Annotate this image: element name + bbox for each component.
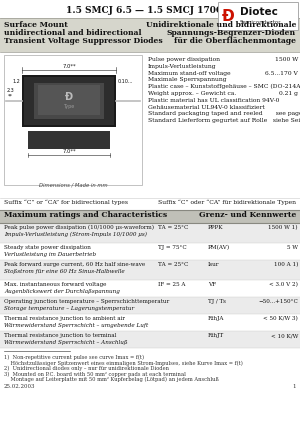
Text: Impuls-Verlustleistung (Strom-Impuls 10/1000 μs): Impuls-Verlustleistung (Strom-Impuls 10/…	[4, 232, 147, 237]
Bar	[38, 85, 100, 115]
Text: 2.3
**: 2.3 **	[6, 88, 14, 99]
Text: Spannungs-Begrenzer-Dioden: Spannungs-Begrenzer-Dioden	[167, 29, 296, 37]
Text: unidirectional and bidirectional: unidirectional and bidirectional	[4, 29, 142, 37]
Text: Verlustleistung im Dauerbetrieb: Verlustleistung im Dauerbetrieb	[4, 252, 96, 257]
Text: Đ: Đ	[65, 92, 73, 102]
Text: 0.21 g: 0.21 g	[279, 91, 298, 96]
Text: Surface Mount: Surface Mount	[4, 21, 68, 29]
Bar	[0, 0, 300, 18]
Bar	[0, 280, 300, 297]
Text: Unidirektionale und bidirektionale: Unidirektionale und bidirektionale	[146, 21, 296, 29]
Text: Peak pulse power dissipation (10/1000 μs-waveform): Peak pulse power dissipation (10/1000 μs…	[4, 225, 154, 230]
Text: Weight approx. – Gewicht ca.: Weight approx. – Gewicht ca.	[148, 91, 236, 96]
Text: Storage temperature – Lagerungstemperatur: Storage temperature – Lagerungstemperatu…	[4, 306, 134, 311]
Text: Diotec: Diotec	[240, 7, 278, 17]
Text: < 10 K/W: < 10 K/W	[271, 333, 298, 338]
Text: Đ: Đ	[222, 8, 234, 23]
Bar	[0, 314, 300, 331]
Text: TJ = 75°C: TJ = 75°C	[158, 245, 187, 250]
Text: TJ / Ts: TJ / Ts	[208, 299, 226, 304]
Text: 1.2: 1.2	[12, 79, 20, 83]
Text: Montage auf Leiterplatte mit 50 mm² Kupferbelag (Lötpad) an jedem Anschluß: Montage auf Leiterplatte mit 50 mm² Kupf…	[4, 377, 219, 382]
Text: Augenblickswert der Durchlaßspannung: Augenblickswert der Durchlaßspannung	[4, 289, 120, 294]
Text: < 3.0 V 2): < 3.0 V 2)	[269, 282, 298, 287]
Text: 7.0**: 7.0**	[62, 149, 76, 154]
Text: 3)  Mounted on P.C. board with 50 mm² copper pads at each terminal: 3) Mounted on P.C. board with 50 mm² cop…	[4, 371, 186, 377]
Text: VF: VF	[208, 282, 216, 287]
Text: Suffix “C” or “CA” for bidirectional types: Suffix “C” or “CA” for bidirectional typ…	[4, 200, 128, 205]
Bar	[0, 331, 300, 348]
Text: Impuls-Verlustleistung: Impuls-Verlustleistung	[148, 64, 217, 69]
Bar	[34, 83, 104, 119]
Text: 0.10...: 0.10...	[118, 79, 134, 83]
Bar	[0, 223, 300, 243]
Text: Plastic case – Kunststoffgehäuse – SMC (DO-214AB): Plastic case – Kunststoffgehäuse – SMC (…	[148, 84, 300, 90]
Text: 5 W: 5 W	[287, 245, 298, 250]
Text: Peak forward surge current, 60 Hz half sine-wave: Peak forward surge current, 60 Hz half s…	[4, 262, 145, 267]
Text: für die Oberflächenmontage: für die Oberflächenmontage	[174, 37, 296, 45]
Text: TA = 25°C: TA = 25°C	[158, 225, 188, 230]
Bar	[22, 75, 116, 127]
Bar	[0, 210, 300, 223]
Text: Höchstzulässiger Spitzenwert eines einmaligen Strom-Impulses, siehe Kurve Imax =: Höchstzulässiger Spitzenwert eines einma…	[4, 360, 243, 366]
Text: RthJT: RthJT	[208, 333, 224, 338]
Text: Semiconductor: Semiconductor	[240, 20, 281, 25]
Bar	[0, 18, 300, 52]
Text: Dimensions / Made in mm: Dimensions / Made in mm	[39, 182, 107, 187]
Text: Wärmewiderstand Sperrschicht – umgebende Luft: Wärmewiderstand Sperrschicht – umgebende…	[4, 323, 148, 328]
Text: PPPK: PPPK	[208, 225, 224, 230]
Text: Grenz- und Kennwerte: Grenz- und Kennwerte	[199, 211, 296, 219]
Text: Maximale Sperrspannung: Maximale Sperrspannung	[148, 77, 226, 82]
Text: PM(AV): PM(AV)	[208, 245, 230, 250]
Text: Gehäusematerial UL94V-0 klassifiziert: Gehäusematerial UL94V-0 klassifiziert	[148, 105, 265, 110]
Bar	[28, 131, 110, 149]
Text: Maximum stand-off voltage: Maximum stand-off voltage	[148, 71, 231, 76]
Text: Thermal resistance junction to ambient air: Thermal resistance junction to ambient a…	[4, 316, 125, 321]
Text: Stoßstrom für eine 60 Hz Sinus-Halbwelle: Stoßstrom für eine 60 Hz Sinus-Halbwelle	[4, 269, 125, 274]
Text: 2)  Unidirectional diodes only – nur für unidirektionale Dioden: 2) Unidirectional diodes only – nur für …	[4, 366, 169, 371]
Bar	[24, 77, 114, 125]
Text: 1500 W 1): 1500 W 1)	[268, 225, 298, 230]
Text: Isur: Isur	[208, 262, 220, 267]
Text: Standard Lieferform gegurtet auf Rolle   siehe Seite 18: Standard Lieferform gegurtet auf Rolle s…	[148, 118, 300, 123]
Text: 100 A 1): 100 A 1)	[274, 262, 298, 267]
Text: Suffix “C” oder “CA” für bidirektionale Typen: Suffix “C” oder “CA” für bidirektionale …	[158, 200, 296, 205]
Text: TA = 25°C: TA = 25°C	[158, 262, 188, 267]
Text: Standard packaging taped and reeled       see page 18: Standard packaging taped and reeled see …	[148, 111, 300, 116]
Bar	[0, 243, 300, 260]
Text: 1)  Non-repetitive current pulse see curve Imax = f(t): 1) Non-repetitive current pulse see curv…	[4, 355, 144, 360]
Text: Maximum ratings and Characteristics: Maximum ratings and Characteristics	[4, 211, 167, 219]
Text: Transient Voltage Suppressor Diodes: Transient Voltage Suppressor Diodes	[4, 37, 163, 45]
Text: Steady state power dissipation: Steady state power dissipation	[4, 245, 91, 250]
Text: IF = 25 A: IF = 25 A	[158, 282, 185, 287]
Text: −50...+150°C: −50...+150°C	[258, 299, 298, 304]
Text: Max. instantaneous forward voltage: Max. instantaneous forward voltage	[4, 282, 106, 287]
Bar	[0, 260, 300, 280]
Text: Operating junction temperature – Sperrschichttemperatur: Operating junction temperature – Sperrsc…	[4, 299, 169, 304]
Text: 6.5...170 V: 6.5...170 V	[265, 71, 298, 76]
Text: < 50 K/W 3): < 50 K/W 3)	[263, 316, 298, 321]
Bar	[218, 2, 298, 30]
Text: 7.0**: 7.0**	[62, 64, 76, 69]
Text: RthJA: RthJA	[208, 316, 224, 321]
Text: 25.02.2003: 25.02.2003	[4, 385, 35, 389]
Text: Type: Type	[63, 104, 75, 108]
Text: Plastic material has UL classification 94V-0: Plastic material has UL classification 9…	[148, 98, 279, 103]
Text: Thermal resistance junction to terminal: Thermal resistance junction to terminal	[4, 333, 116, 338]
Text: 1: 1	[292, 385, 296, 389]
Text: Wärmewiderstand Sperrschicht – Anschluß: Wärmewiderstand Sperrschicht – Anschluß	[4, 340, 128, 345]
Bar	[4, 55, 142, 185]
Text: 1.5 SMCJ 6.5 — 1.5 SMCJ 170CA: 1.5 SMCJ 6.5 — 1.5 SMCJ 170CA	[66, 6, 230, 14]
Text: 1500 W: 1500 W	[275, 57, 298, 62]
Text: Pulse power dissipation: Pulse power dissipation	[148, 57, 220, 62]
Bar	[0, 297, 300, 314]
